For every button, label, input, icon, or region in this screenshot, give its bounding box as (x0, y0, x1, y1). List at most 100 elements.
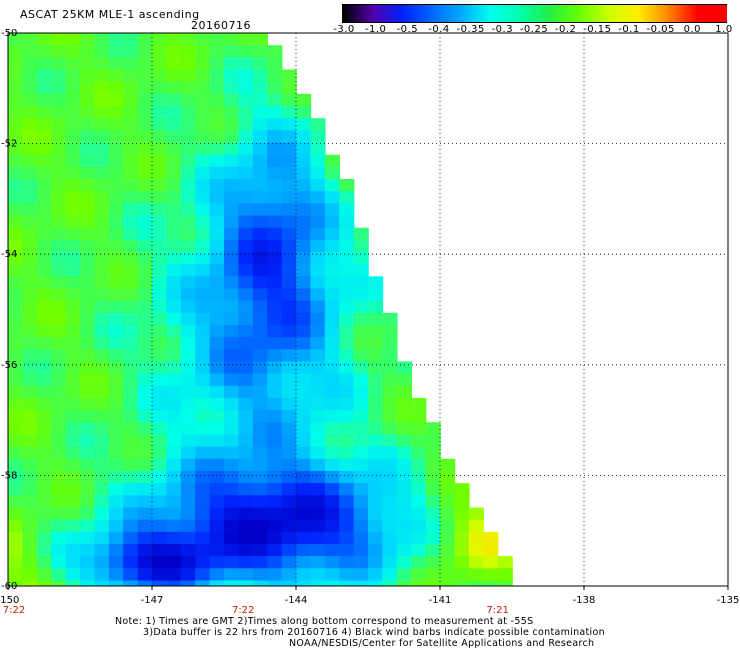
wind-cell (94, 264, 110, 278)
wind-cell (152, 556, 168, 570)
wind-cell (267, 531, 283, 545)
wind-cell (94, 191, 110, 205)
wind-cell (368, 398, 384, 411)
wind-cell (51, 93, 67, 107)
wind-cell (267, 154, 283, 168)
wind-cell (310, 373, 326, 387)
wind-cell (51, 154, 67, 168)
wind-cell (411, 568, 427, 582)
wind-cell (296, 227, 312, 241)
wind-cell (224, 130, 240, 144)
wind-cell (425, 519, 441, 533)
wind-cell (252, 57, 268, 71)
wind-cell (8, 130, 24, 144)
wind-cell (382, 385, 398, 399)
wind-cell (108, 203, 124, 217)
wind-cell (51, 264, 67, 278)
wind-cell (123, 422, 139, 436)
wind-cell (36, 361, 52, 375)
wind-cell (108, 179, 124, 192)
wind-cell (123, 398, 139, 411)
wind-cell (108, 227, 124, 241)
wind-cell (209, 288, 225, 302)
wind-cell (440, 519, 456, 533)
wind-cell (137, 410, 153, 424)
wind-cell (137, 118, 153, 132)
wind-cell (137, 130, 153, 144)
wind-cell (209, 191, 225, 205)
wind-cell (166, 276, 182, 290)
wind-cell (36, 45, 52, 59)
wind-cell (166, 580, 182, 586)
wind-cell (137, 385, 153, 399)
wind-cell (80, 142, 96, 156)
wind-cell (123, 142, 139, 156)
wind-cell (137, 373, 153, 387)
wind-cell (180, 519, 196, 533)
wind-cell (65, 166, 81, 180)
wind-cell (80, 568, 96, 582)
time-label: 7:22 (232, 605, 254, 616)
wind-cell (51, 69, 67, 83)
wind-cell (252, 446, 268, 460)
wind-cell (166, 556, 182, 570)
wind-cell (108, 410, 124, 424)
wind-cell (252, 349, 268, 363)
wind-cell (425, 434, 441, 448)
wind-cell (267, 215, 283, 229)
wind-cell (94, 166, 110, 180)
note-line-2: 3)Data buffer is 22 hrs from 20160716 4)… (143, 627, 605, 638)
wind-cell (209, 252, 225, 265)
wind-cell (80, 434, 96, 448)
wind-cell (123, 519, 139, 533)
wind-cell (339, 458, 355, 472)
wind-cell (224, 215, 240, 229)
wind-cell (65, 446, 81, 460)
wind-cell (94, 203, 110, 217)
wind-cell (166, 422, 182, 436)
colorbar-segment (578, 5, 610, 22)
wind-cell (454, 507, 470, 521)
wind-cell (51, 288, 67, 302)
wind-cell (209, 580, 225, 586)
wind-cell (267, 385, 283, 399)
wind-cell (166, 118, 182, 132)
wind-cell (36, 458, 52, 472)
wind-cell (195, 300, 211, 314)
wind-cell (382, 507, 398, 521)
wind-cell (224, 45, 240, 59)
wind-cell (166, 325, 182, 338)
wind-cell (209, 93, 225, 107)
wind-cell (281, 580, 297, 586)
wind-cell (51, 568, 67, 582)
wind-cell (166, 373, 182, 387)
wind-cell (296, 154, 312, 168)
wind-cell (440, 495, 456, 509)
wind-cell (238, 349, 254, 363)
wind-cell (324, 325, 340, 338)
wind-cell (108, 166, 124, 180)
wind-cell (324, 252, 340, 265)
wind-cell (152, 166, 168, 180)
wind-cell (396, 519, 412, 533)
wind-cell (65, 312, 81, 326)
wind-cell (123, 154, 139, 168)
wind-cell (252, 191, 268, 205)
wind-cell (65, 69, 81, 83)
wind-cell (94, 154, 110, 168)
wind-cell (80, 179, 96, 192)
wind-cell (137, 154, 153, 168)
wind-cell (65, 531, 81, 545)
wind-cell (296, 300, 312, 314)
wind-cell (166, 33, 182, 46)
wind-cell (94, 483, 110, 497)
wind-cell (137, 252, 153, 265)
wind-cell (497, 580, 513, 586)
wind-cell (296, 410, 312, 424)
wind-cell (180, 215, 196, 229)
colorbar-segment (667, 5, 698, 22)
wind-cell (123, 288, 139, 302)
wind-cell (209, 166, 225, 180)
wind-cell (368, 337, 384, 351)
lat-tick-label: -52 (1, 139, 17, 150)
